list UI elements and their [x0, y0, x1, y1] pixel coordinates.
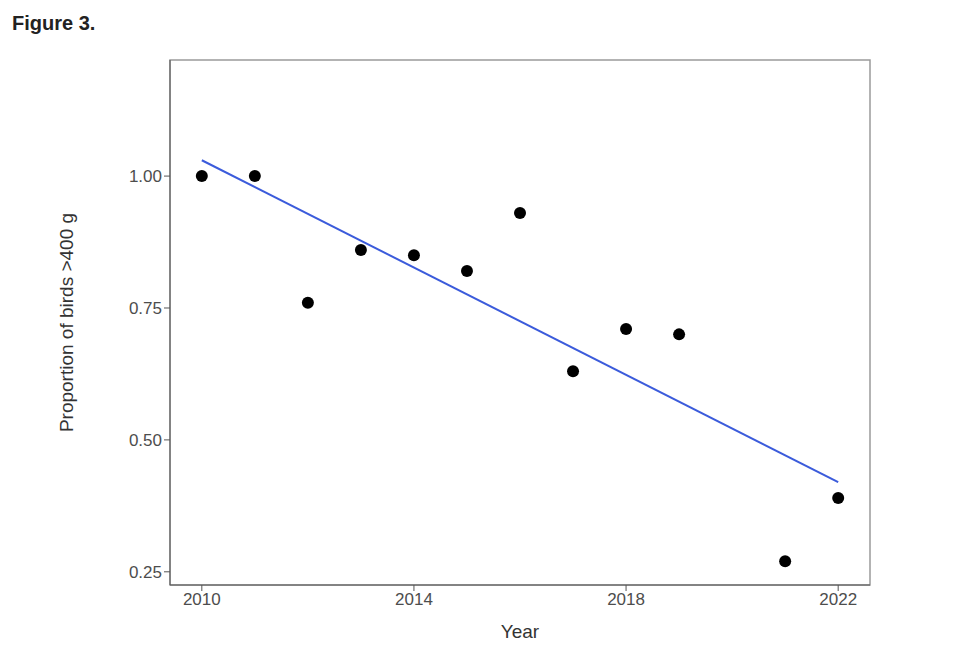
svg-text:0.50: 0.50	[129, 431, 162, 450]
svg-text:0.75: 0.75	[129, 299, 162, 318]
svg-text:Proportion of birds >400 g: Proportion of birds >400 g	[56, 213, 77, 432]
html-text:Figure 3.: Figure 3.	[12, 12, 96, 34]
svg-text:2022: 2022	[819, 590, 857, 609]
svg-text:2010: 2010	[183, 590, 221, 609]
svg-text:0.25: 0.25	[129, 563, 162, 582]
svg-text:Year: Year	[501, 621, 540, 642]
svg-text:2018: 2018	[607, 590, 645, 609]
svg-text:1.00: 1.00	[129, 167, 162, 186]
svg-text:2014: 2014	[395, 590, 433, 609]
